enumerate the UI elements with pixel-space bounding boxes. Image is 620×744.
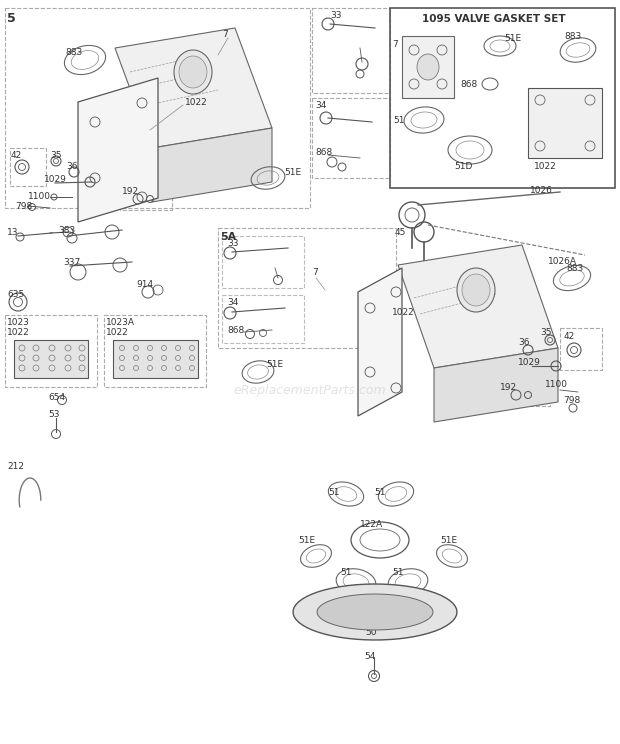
Ellipse shape — [179, 56, 207, 88]
Text: 51: 51 — [340, 568, 352, 577]
Text: 36: 36 — [518, 338, 529, 347]
Text: 51E: 51E — [284, 168, 301, 177]
Text: 33: 33 — [330, 11, 342, 20]
Text: 1029: 1029 — [518, 358, 541, 367]
Text: 35: 35 — [50, 151, 61, 160]
Text: 337: 337 — [63, 258, 80, 267]
Polygon shape — [113, 340, 198, 378]
Text: 51D: 51D — [454, 162, 472, 171]
Text: 54: 54 — [364, 652, 375, 661]
Text: 51: 51 — [374, 488, 386, 497]
Text: 798: 798 — [563, 396, 580, 405]
Text: 868: 868 — [460, 80, 477, 89]
Polygon shape — [528, 88, 602, 158]
Text: 868: 868 — [227, 326, 244, 335]
Text: 1022: 1022 — [392, 308, 415, 317]
Text: 7: 7 — [222, 30, 228, 39]
Text: 33: 33 — [227, 239, 239, 248]
Polygon shape — [402, 36, 454, 98]
Text: 192: 192 — [500, 383, 517, 392]
Polygon shape — [358, 268, 402, 416]
Text: 35: 35 — [540, 328, 552, 337]
Text: 883: 883 — [564, 32, 582, 41]
Polygon shape — [434, 348, 558, 422]
Polygon shape — [293, 584, 457, 640]
Text: 1022: 1022 — [106, 328, 129, 337]
Polygon shape — [115, 28, 272, 148]
Text: 1100: 1100 — [28, 192, 51, 201]
Polygon shape — [317, 594, 433, 630]
Text: 1022: 1022 — [7, 328, 30, 337]
Text: 654: 654 — [48, 393, 65, 402]
Text: 34: 34 — [315, 101, 326, 110]
Bar — [218, 228, 396, 348]
Text: 883: 883 — [566, 264, 583, 273]
Text: 7: 7 — [392, 40, 398, 49]
Text: 42: 42 — [564, 332, 575, 341]
Bar — [498, 380, 550, 406]
Ellipse shape — [457, 268, 495, 312]
Bar — [104, 315, 206, 387]
Text: 1022: 1022 — [534, 162, 557, 171]
Text: 1023A: 1023A — [106, 318, 135, 327]
Text: 1095 VALVE GASKET SET: 1095 VALVE GASKET SET — [422, 14, 565, 24]
Text: 798: 798 — [15, 202, 32, 211]
Text: eReplacementParts.com: eReplacementParts.com — [234, 383, 386, 397]
Ellipse shape — [417, 54, 439, 80]
Bar — [10, 148, 46, 186]
Bar — [390, 8, 615, 188]
Text: 51E: 51E — [266, 360, 283, 369]
Bar — [5, 8, 310, 208]
Text: 7: 7 — [312, 268, 317, 277]
Text: 192: 192 — [122, 187, 139, 196]
Ellipse shape — [174, 50, 212, 94]
Text: 34: 34 — [227, 298, 238, 307]
Text: 45: 45 — [395, 228, 406, 237]
Text: 1100: 1100 — [545, 380, 568, 389]
Bar — [222, 295, 304, 343]
Ellipse shape — [462, 274, 490, 306]
Text: 868: 868 — [315, 148, 332, 157]
Text: 42: 42 — [11, 151, 22, 160]
Polygon shape — [152, 128, 272, 202]
Bar — [120, 184, 172, 210]
Text: 383: 383 — [58, 226, 75, 235]
Text: 53: 53 — [48, 410, 60, 419]
Polygon shape — [14, 340, 88, 378]
Text: 51: 51 — [392, 568, 404, 577]
Bar — [222, 236, 304, 288]
Text: 51: 51 — [393, 116, 404, 125]
Text: 13: 13 — [7, 228, 19, 237]
Text: 1029: 1029 — [44, 175, 67, 184]
Bar — [5, 315, 97, 387]
Text: 1022: 1022 — [185, 98, 208, 107]
Bar — [560, 328, 602, 370]
Text: 50: 50 — [365, 628, 376, 637]
Text: 51E: 51E — [298, 536, 315, 545]
Bar — [312, 98, 390, 178]
Polygon shape — [398, 245, 558, 368]
Text: 5A: 5A — [220, 232, 236, 242]
Text: 883: 883 — [65, 48, 82, 57]
Text: 1026A: 1026A — [548, 257, 577, 266]
Text: 914: 914 — [136, 280, 153, 289]
Text: 5: 5 — [7, 12, 16, 25]
Text: 122A: 122A — [360, 520, 383, 529]
Text: 212: 212 — [7, 462, 24, 471]
Polygon shape — [78, 78, 158, 222]
Text: 51E: 51E — [504, 34, 521, 43]
Text: 1023: 1023 — [7, 318, 30, 327]
Text: 36: 36 — [66, 162, 78, 171]
Text: 1026: 1026 — [530, 186, 553, 195]
Bar — [312, 8, 390, 93]
Text: 635: 635 — [7, 290, 24, 299]
Text: 51E: 51E — [440, 536, 457, 545]
Text: 51: 51 — [328, 488, 340, 497]
